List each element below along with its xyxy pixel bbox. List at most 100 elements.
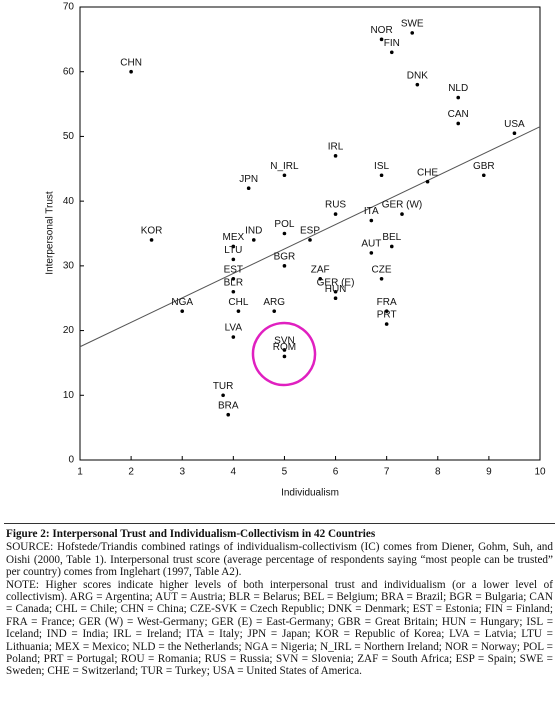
point (282, 354, 287, 359)
point-label: BLR (224, 277, 243, 288)
point (333, 212, 338, 216)
point (149, 238, 154, 242)
x-tick-label: 9 (486, 467, 492, 478)
point-label: CHE (417, 167, 438, 178)
point (231, 257, 236, 262)
y-tick-label: 70 (63, 2, 75, 13)
y-tick-label: 0 (68, 455, 74, 466)
point (410, 31, 415, 35)
point-label: LVA (225, 323, 243, 334)
point-label: NLD (448, 83, 468, 94)
x-tick-label: 2 (128, 467, 134, 478)
x-tick-label: 4 (231, 467, 237, 478)
point (129, 69, 133, 74)
caption-source: SOURCE: Hofstede/Triandis combined ratin… (6, 541, 553, 579)
point (379, 173, 384, 178)
point (333, 296, 338, 301)
x-tick-label: 1 (77, 467, 83, 478)
point-label: GER (E) (317, 277, 355, 288)
point-label: IRL (328, 141, 344, 152)
caption-title: Figure 2: Interpersonal Trust and Indivi… (6, 528, 376, 540)
point-label: KOR (141, 226, 163, 237)
x-tick-label: 8 (435, 467, 441, 478)
point (384, 322, 389, 326)
y-tick-label: 60 (63, 66, 75, 77)
point-label: SWE (401, 19, 424, 30)
point-label: ITA (364, 206, 379, 217)
x-tick-label: 5 (282, 467, 288, 478)
point-label: CHL (228, 297, 248, 308)
point (369, 218, 374, 223)
point-label: FIN (384, 38, 400, 49)
chart: Individualism Interpersonal Trust 1 2 3 4 5 6… (45, 2, 546, 499)
x-tick-label: 10 (534, 467, 546, 478)
point-label: NOR (370, 25, 392, 36)
point (251, 238, 256, 242)
point-label: BGR (274, 251, 296, 262)
point (246, 186, 251, 190)
y-tick-label: 30 (63, 260, 75, 271)
point (389, 50, 394, 55)
point-label: CAN (448, 109, 469, 120)
point (379, 277, 384, 281)
point-label: TUR (213, 381, 234, 392)
point-label: ISL (374, 161, 389, 172)
point-label: RUS (325, 200, 346, 211)
x-tick-label: 3 (179, 467, 185, 478)
point-label: GBR (473, 161, 495, 172)
point-label: ARG (263, 297, 285, 308)
point-label: MEX (222, 232, 244, 243)
trend-line (79, 126, 541, 348)
point (308, 238, 312, 242)
point-label: CHN (120, 57, 142, 68)
point-label: BEL (382, 232, 401, 243)
point-label: GER (W) (382, 200, 423, 211)
point (333, 154, 338, 158)
point (379, 37, 384, 42)
point (236, 309, 241, 313)
caption: Figure 2: Interpersonal Trust and Indivi… (6, 528, 553, 678)
point-label: BRA (218, 400, 239, 411)
point (282, 231, 287, 236)
point (333, 289, 338, 294)
point-label: SVN (274, 336, 295, 347)
y-axis-label: Interpersonal Trust (45, 191, 56, 275)
point (456, 121, 461, 126)
y-tick-label: 10 (63, 390, 75, 401)
point-label: LTU (224, 245, 242, 256)
point (481, 173, 486, 178)
point (221, 393, 225, 398)
point-label: USA (504, 119, 525, 130)
point-label: N_IRL (270, 161, 299, 172)
point-label: ESP (300, 226, 320, 237)
plot-frame (79, 6, 541, 461)
point-label: CZE (372, 264, 392, 275)
x-tick-label: 7 (384, 467, 390, 478)
point-label: AUT (361, 239, 381, 250)
point (282, 264, 287, 268)
point (180, 309, 185, 313)
x-axis-label: Individualism (281, 488, 339, 499)
point-label: JPN (239, 174, 258, 185)
point-label: EST (224, 264, 243, 275)
point (318, 277, 323, 281)
point (282, 173, 287, 178)
caption-rule (4, 523, 555, 524)
y-tick-label: 50 (63, 131, 75, 142)
highlight-circle (251, 321, 317, 387)
point-label: PRT (377, 310, 397, 321)
point (456, 95, 461, 100)
point (231, 289, 236, 294)
point (226, 412, 231, 417)
x-tick-label: 6 (333, 467, 339, 478)
caption-note: NOTE: Higher scores indicate higher leve… (6, 578, 553, 678)
point-label: ZAF (311, 264, 330, 275)
point (400, 212, 404, 216)
point-label: IND (245, 226, 262, 237)
point (282, 348, 287, 352)
point-label: ROM (273, 342, 296, 353)
point (389, 244, 394, 249)
y-tick-label: 40 (63, 196, 75, 207)
point-label: FRA (377, 297, 397, 308)
